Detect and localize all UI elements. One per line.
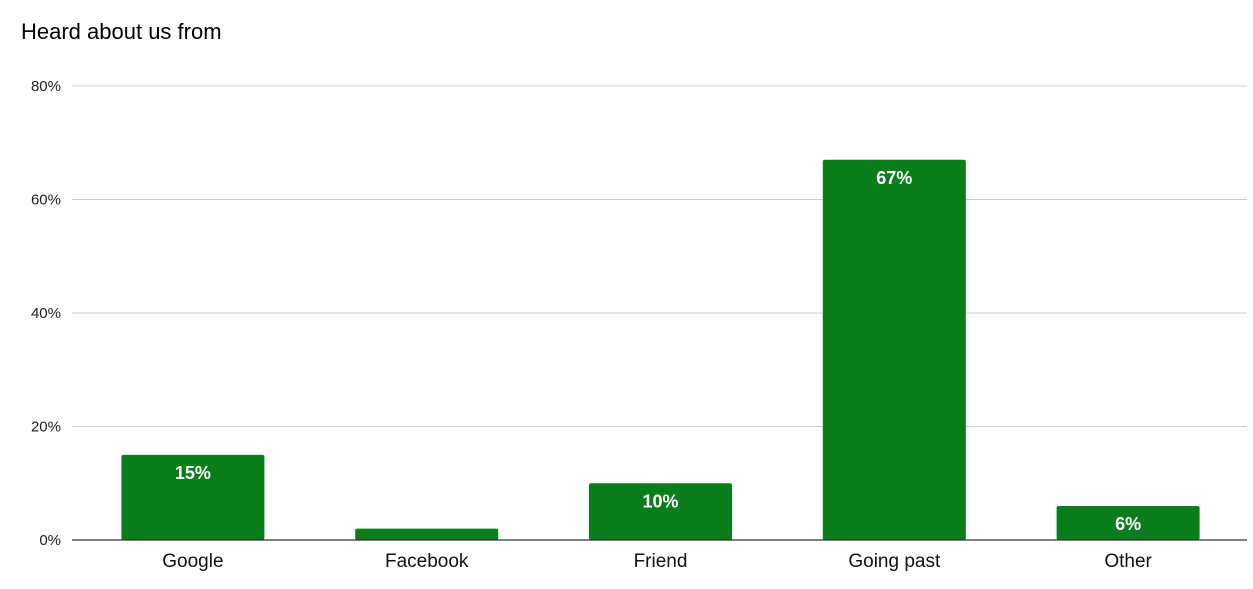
bar-friend — [589, 483, 732, 540]
x-tick-label: Friend — [634, 551, 688, 572]
x-tick-label: Other — [1104, 551, 1152, 572]
y-tick-label: 0% — [39, 532, 61, 549]
data-label: 15% — [175, 463, 211, 483]
gridlines — [72, 85, 1247, 427]
y-tick-label: 20% — [31, 419, 61, 436]
x-tick-label: Google — [162, 551, 223, 572]
x-tick-label: Facebook — [385, 551, 469, 572]
x-tick-label: Going past — [848, 551, 941, 572]
bar-going-past — [822, 159, 966, 540]
data-label: 6% — [1115, 514, 1141, 534]
chart-title: Heard about us from — [21, 19, 222, 44]
bar-facebook — [355, 528, 499, 540]
y-tick-label: 60% — [31, 192, 61, 209]
bar-google — [121, 454, 265, 540]
data-labels: 15% 10% 67% 6% — [175, 168, 1141, 534]
data-label: 10% — [642, 491, 678, 511]
y-axis-ticks: 0% 20% 40% 60% 80% — [31, 78, 61, 549]
y-tick-label: 80% — [31, 78, 61, 95]
bar-other — [1056, 505, 1200, 540]
y-tick-label: 40% — [31, 305, 61, 322]
bars — [121, 159, 1200, 540]
data-label: 67% — [876, 168, 912, 188]
x-axis-ticks: Google Facebook Friend Going past Other — [162, 551, 1152, 572]
